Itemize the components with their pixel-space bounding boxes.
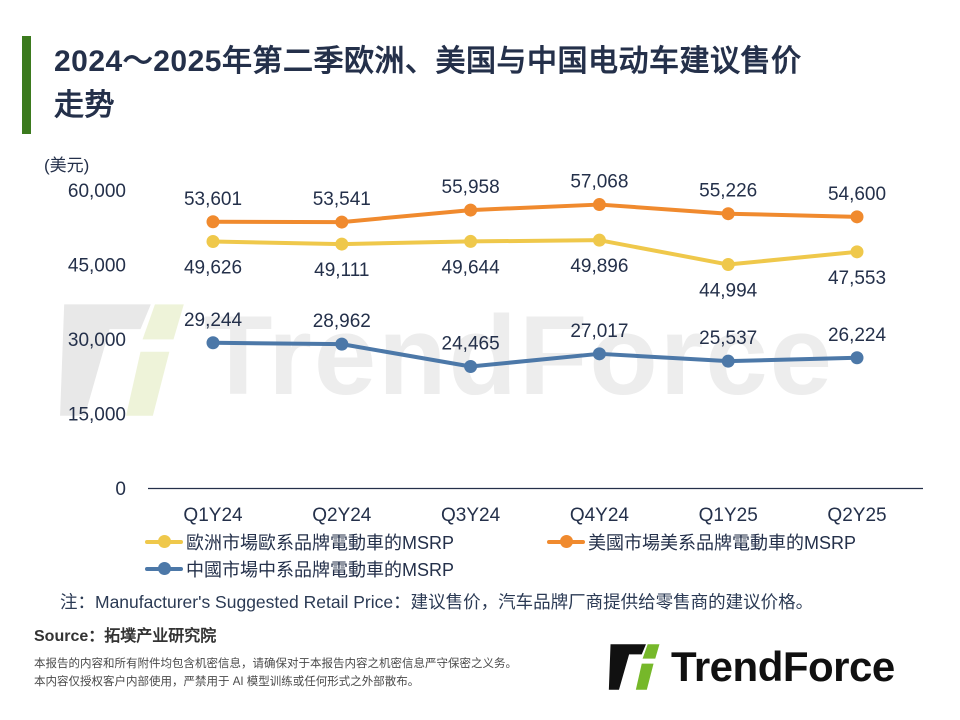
x-axis-tick-label: Q2Y24 (312, 505, 372, 526)
data-point (335, 337, 349, 351)
data-point (592, 198, 606, 212)
data-point (850, 351, 864, 365)
data-point-label: 49,626 (184, 258, 242, 279)
legend-item-label: 美國市場美系品牌電動車的MSRP (588, 533, 857, 553)
data-point (721, 258, 735, 272)
legend-item: 中國市場中系品牌電動車的MSRP (145, 557, 454, 581)
legend-item-label: 中國市場中系品牌電動車的MSRP (186, 560, 455, 580)
data-point-label: 55,226 (699, 181, 757, 202)
trendforce-logo-text: TrendForce (671, 643, 895, 690)
source-label: Source：拓墣产业研究院 (34, 628, 217, 645)
legend-marker-dot-icon (157, 535, 171, 549)
trendforce-logo-icon (608, 644, 660, 690)
x-axis-tick-label: Q4Y24 (570, 505, 630, 526)
page-title: 2024～2025年第二季欧洲、美国与中国电动车建议售价 走势 (54, 40, 934, 128)
data-point-label: 49,644 (442, 257, 501, 278)
data-point (721, 354, 735, 368)
legend-item: 美國市場美系品牌電動車的MSRP (547, 530, 856, 554)
disclaimer-line2: 本内容仅授权客户内部使用，严禁用于 AI 模型训练或任何形式之外部散布。 (34, 676, 420, 688)
x-axis-tick-label: Q1Y25 (699, 505, 758, 526)
data-point (335, 215, 349, 229)
page-title-line1: 2024～2025年第二季欧洲、美国与中国电动车建议售价 (54, 45, 802, 78)
page-title-line2: 走势 (54, 89, 115, 122)
x-axis-tick-label: Q3Y24 (441, 505, 501, 526)
legend-marker-icon (145, 562, 183, 576)
data-point-label: 25,537 (699, 328, 757, 349)
data-point-label: 53,541 (313, 189, 371, 210)
legend-marker-dot-icon (157, 562, 171, 576)
data-point (592, 347, 606, 361)
title-accent-bar (22, 36, 31, 134)
legend-marker-dot-icon (559, 535, 573, 549)
y-axis-tick-label: 60,000 (68, 181, 126, 202)
legend-marker-icon (145, 535, 183, 549)
data-point (335, 237, 349, 251)
y-axis-tick-label: 30,000 (68, 330, 126, 351)
data-point-label: 49,111 (314, 260, 369, 281)
data-point-label: 27,017 (570, 321, 628, 342)
data-point (850, 245, 864, 259)
data-point-label: 49,896 (570, 256, 628, 277)
data-point (464, 359, 478, 373)
data-point-label: 47,553 (828, 268, 886, 289)
legend-item-label: 歐洲市場歐系品牌電動車的MSRP (186, 533, 455, 553)
data-point (206, 336, 220, 350)
data-point (850, 210, 864, 224)
series-line (211, 202, 859, 225)
disclaimer-line1: 本报告的内容和所有附件均包含机密信息，请确保对于本报告内容之机密信息严守保密之义… (34, 658, 517, 670)
y-axis-tick-label: 0 (115, 479, 126, 500)
data-point-label: 53,601 (184, 189, 242, 210)
x-axis-tick-label: Q2Y25 (827, 505, 886, 526)
chart-note: 注：Manufacturer's Suggested Retail Price：… (60, 592, 814, 612)
series-line (211, 238, 859, 267)
y-axis-tick-label: 45,000 (68, 256, 126, 277)
data-point (206, 235, 220, 249)
y-axis-tick-label: 15,000 (68, 405, 126, 426)
data-point (592, 233, 606, 247)
series-line (211, 340, 859, 369)
data-point-label: 57,068 (570, 172, 628, 193)
data-point-label: 24,465 (442, 333, 500, 354)
trendforce-watermark-logo-icon (60, 304, 184, 416)
data-point-label: 29,244 (184, 310, 243, 331)
data-point (464, 234, 478, 248)
x-axis-tick-label: Q1Y24 (183, 505, 243, 526)
trendforce-logo: TrendForce (608, 641, 895, 693)
data-point-label: 54,600 (828, 184, 886, 205)
data-point-label: 44,994 (699, 281, 758, 302)
data-point-label: 26,224 (828, 325, 887, 346)
data-point (721, 207, 735, 221)
watermark-text: TrendForce (204, 293, 834, 418)
data-point (464, 203, 478, 217)
data-point-label: 28,962 (313, 311, 371, 332)
legend-marker-icon (547, 535, 585, 549)
y-axis-unit-label: (美元) (44, 156, 89, 175)
data-point-label: 55,958 (442, 177, 500, 198)
legend-item: 歐洲市場歐系品牌電動車的MSRP (145, 530, 454, 554)
data-point (206, 215, 220, 229)
